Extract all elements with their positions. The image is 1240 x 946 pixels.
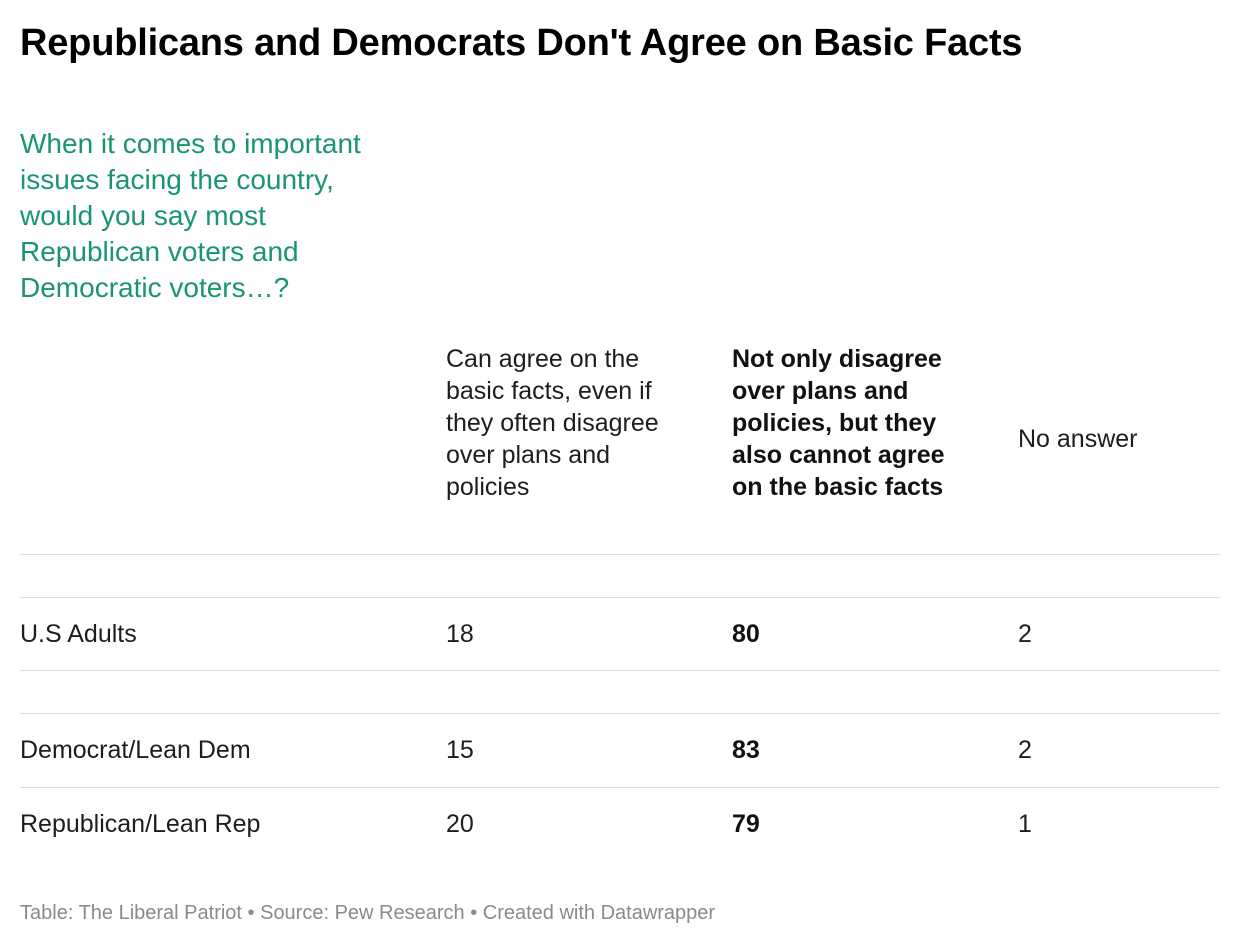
cell-republican-agree: 20 <box>446 810 474 838</box>
row-divider <box>20 597 1220 598</box>
column-header-cannot-agree-on-facts: Not only disagree over plans and policie… <box>732 345 945 501</box>
row-divider <box>20 787 1220 788</box>
chart-title: Republicans and Democrats Don't Agree on… <box>20 22 1023 64</box>
column-header-no-answer: No answer <box>1018 425 1138 453</box>
source-footer: Table: The Liberal Patriot • Source: Pew… <box>20 902 716 924</box>
cell-republican-cannot-agree: 79 <box>732 810 760 838</box>
row-divider <box>20 670 1220 671</box>
row-label-us-adults: U.S Adults <box>20 620 137 648</box>
header-divider <box>20 554 1220 555</box>
row-divider <box>20 713 1220 714</box>
cell-democrat-no-answer: 2 <box>1018 736 1032 764</box>
cell-us-adults-cannot-agree: 80 <box>732 620 760 648</box>
cell-republican-no-answer: 1 <box>1018 810 1032 838</box>
cell-us-adults-agree: 18 <box>446 620 474 648</box>
row-label-republican-lean-rep: Republican/Lean Rep <box>20 810 261 838</box>
chart-subtitle: When it comes to important issues facing… <box>20 128 361 303</box>
cell-democrat-agree: 15 <box>446 736 474 764</box>
cell-democrat-cannot-agree: 83 <box>732 736 760 764</box>
row-label-democrat-lean-dem: Democrat/Lean Dem <box>20 736 251 764</box>
column-header-agree-on-facts: Can agree on the basic facts, even if th… <box>446 345 659 501</box>
cell-us-adults-no-answer: 2 <box>1018 620 1032 648</box>
